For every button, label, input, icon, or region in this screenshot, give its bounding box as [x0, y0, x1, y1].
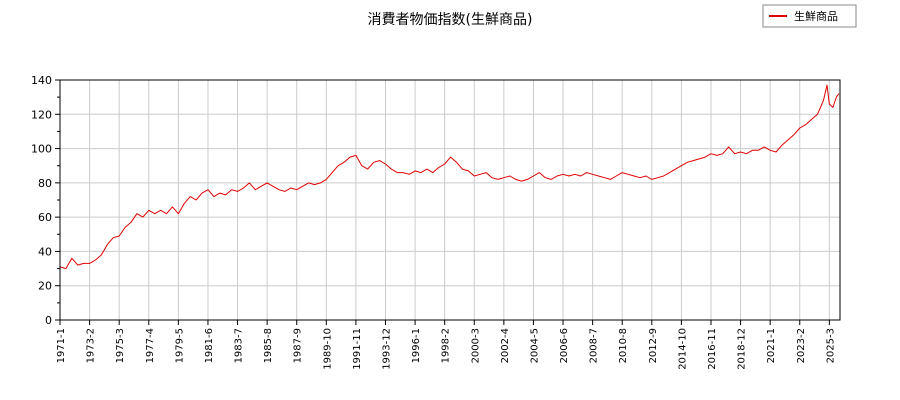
grid — [59, 79, 840, 321]
legend-box — [762, 4, 857, 28]
x-tick-label: 1993-12 — [381, 328, 392, 370]
y-tick-label: 80 — [38, 177, 52, 190]
x-tick-label: 1975-3 — [115, 328, 126, 363]
y-tick-label: 140 — [31, 74, 52, 87]
y-tick-label: 120 — [31, 108, 52, 121]
y-tick-label: 40 — [38, 245, 52, 258]
x-tick-label: 1981-6 — [204, 328, 215, 363]
legend-label: 生鮮商品 — [794, 9, 838, 23]
series-line — [59, 84, 840, 270]
y-tick-label: 100 — [31, 143, 52, 156]
x-tick-label: 2002-4 — [500, 328, 511, 363]
x-tick-label: 1973-2 — [86, 328, 97, 363]
x-tick-label: 2025-3 — [825, 328, 836, 363]
x-tick-label: 1998-2 — [441, 328, 452, 363]
x-tick-label: 2000-3 — [470, 328, 481, 363]
x-axis: 1971-1 1973-2 1975-3 1977-4 1979-5 1981-6 1983… — [56, 320, 836, 370]
y-tick-label: 60 — [38, 211, 52, 224]
x-tick-label: 1983-7 — [234, 328, 245, 363]
x-tick-label: 2014-10 — [677, 328, 688, 370]
x-tick-label: 2023-2 — [796, 328, 807, 363]
y-tick-label: 0 — [45, 314, 52, 327]
x-tick-label: 1991-11 — [352, 328, 363, 370]
x-tick-label: 1989-10 — [322, 328, 333, 370]
y-axis: 0 20 40 60 80 100 120 140 — [31, 74, 60, 327]
x-tick-label: 2004-5 — [529, 328, 540, 363]
legend: 生鮮商品 — [762, 4, 857, 28]
x-tick-label: 1979-5 — [174, 328, 185, 363]
x-tick-label: 2012-9 — [648, 328, 659, 363]
x-tick-label: 2018-12 — [737, 328, 748, 370]
chart-title: 消費者物価指数(生鮮商品) — [368, 12, 533, 28]
x-tick-label: 1985-8 — [263, 328, 274, 363]
x-tick-label: 1971-1 — [56, 328, 67, 363]
x-tick-label: 2006-6 — [559, 328, 570, 363]
x-tick-label: 1987-9 — [293, 328, 304, 363]
x-tick-label: 2021-1 — [766, 328, 777, 363]
x-tick-label: 2016-11 — [707, 328, 718, 370]
x-tick-label: 2010-8 — [618, 328, 629, 363]
y-tick-label: 20 — [38, 280, 52, 293]
x-tick-label: 1996-1 — [411, 328, 422, 363]
plot-series — [59, 84, 840, 270]
x-tick-label: 1977-4 — [145, 328, 156, 363]
x-tick-label: 2008-7 — [589, 328, 600, 363]
plot-frame — [59, 79, 841, 321]
